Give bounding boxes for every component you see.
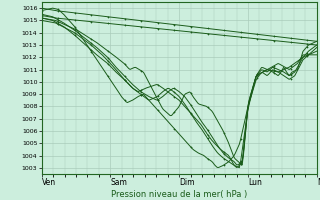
X-axis label: Pression niveau de la mer( hPa ): Pression niveau de la mer( hPa ) [111, 190, 247, 199]
